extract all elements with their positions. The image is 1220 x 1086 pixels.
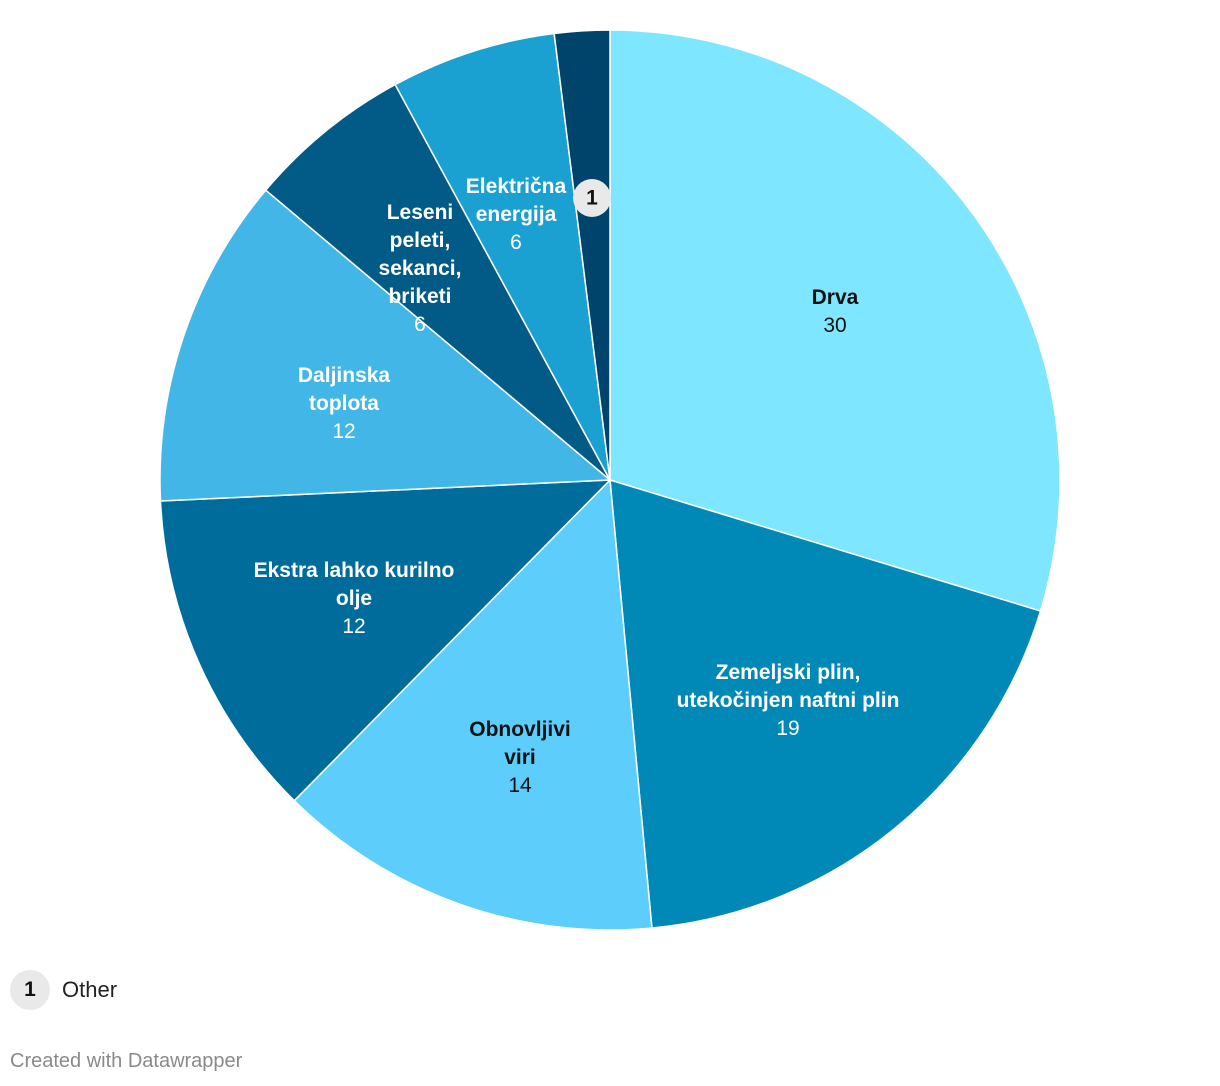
footnote-marker: 1 (10, 970, 50, 1010)
slice-label-line: energija (476, 203, 557, 226)
slice-label: Električna energija 6 (466, 175, 567, 254)
slice-value: 30 (823, 314, 846, 337)
pie-slice (264, 83, 611, 481)
slice-label-line: Obnovljivi (469, 718, 571, 741)
slice-label-line: Ekstra lahko kurilno (254, 559, 455, 582)
slice-label-line: Daljinska (298, 364, 391, 387)
slice-label-line: briketi (388, 285, 451, 308)
pie-chart: Drva 30 Zemeljski plin, utekočinjen naftni … (159, 29, 1061, 931)
footnote-legend: 1 Other (10, 970, 117, 1010)
slice-value: 6 (414, 313, 426, 336)
slice-label: Daljinska toplota 12 (298, 364, 391, 443)
slice-label-line: peleti, (390, 229, 451, 252)
slice-label-line: olje (336, 587, 372, 610)
slice-label: Leseni peleti, sekanci, briketi 6 (379, 201, 462, 336)
footnote-marker-text: 1 (586, 187, 598, 210)
pie-slice (394, 32, 611, 481)
slice-label-line: Leseni (387, 201, 454, 224)
slice-value: 14 (508, 774, 532, 797)
slice-label: Obnovljivi viri 14 (469, 718, 571, 797)
pie-slice (553, 29, 611, 481)
footnote-text: Other (62, 977, 118, 1002)
slice-label: Drva 30 (812, 286, 859, 337)
slice-label: Zemeljski plin, utekočinjen naftni plin 19 (677, 661, 900, 740)
slice-value: 12 (332, 420, 355, 443)
pie-slice (293, 478, 653, 931)
slice-label-line: utekočinjen naftni plin (677, 689, 900, 712)
slice-value: 19 (776, 717, 799, 740)
slice-label-line: viri (504, 746, 536, 769)
pie-slice (159, 189, 612, 502)
slice-label: Ekstra lahko kurilno olje 12 (254, 559, 455, 638)
slice-label-line: sekanci, (379, 257, 462, 280)
slice-footnote-marker: 1 (573, 179, 611, 217)
slice-label-line: Električna (466, 175, 567, 198)
pie-slice (609, 478, 1042, 929)
slice-label-line: Zemeljski plin, (716, 661, 861, 684)
slice-label-line: Drva (812, 286, 859, 309)
credit-text: Created with Datawrapper (10, 1050, 243, 1072)
pie-slice (609, 29, 1061, 612)
slice-value: 6 (510, 231, 522, 254)
slice-value: 12 (342, 615, 365, 638)
slice-label-line: toplota (309, 392, 379, 415)
footnote-marker-circle (573, 179, 611, 217)
pie-slice (159, 479, 612, 802)
